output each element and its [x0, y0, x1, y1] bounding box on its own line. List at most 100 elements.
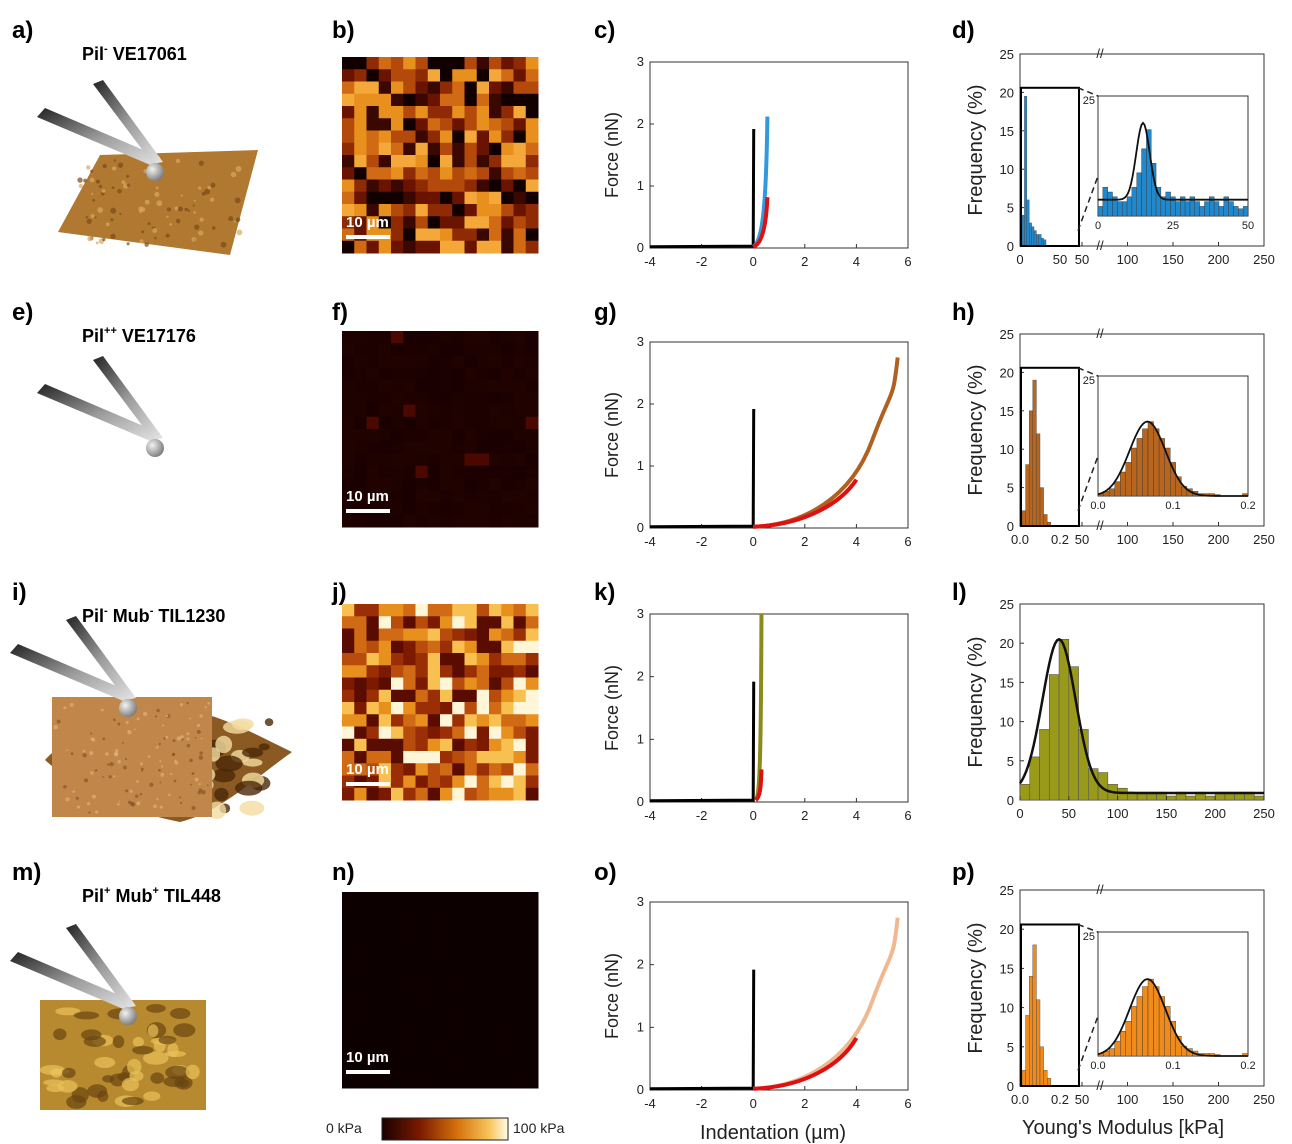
histogram-bar [1024, 96, 1028, 247]
axis-break-mark: // [1096, 518, 1104, 533]
sample-name: Pil+ Mub+ TIL448 [82, 885, 221, 906]
inset-histogram-bar [1131, 1006, 1138, 1057]
scale-bar [346, 235, 390, 239]
cantilever-arm [37, 384, 160, 443]
zoom-connector [1077, 87, 1099, 97]
y-tick-label: 15 [1000, 124, 1014, 139]
panel-label: c) [594, 17, 615, 44]
histogram-bar [1033, 230, 1037, 247]
x-tick-label: 4 [853, 534, 860, 549]
inset-histogram-bar [1175, 201, 1181, 217]
hertz-fit-curve [753, 478, 859, 529]
x-tick-label: 100 [1117, 532, 1139, 547]
panel-label: h) [952, 299, 975, 326]
sample-name-part: Pil [82, 606, 104, 626]
y-tick-label: 0 [1007, 239, 1014, 254]
inset-histogram-bar [1147, 421, 1154, 497]
x-tick-label: 6 [904, 1096, 911, 1111]
histogram-bar [1058, 638, 1070, 801]
histogram-bar [1185, 795, 1196, 801]
y-tick-label: 3 [637, 334, 644, 349]
x-tick-label: 2 [801, 808, 808, 823]
scale-bar [346, 509, 390, 513]
sample-name-part: Mub [108, 606, 150, 626]
histogram-bar [1028, 976, 1033, 1087]
probe-tip [146, 439, 164, 457]
y-tick-label: 1 [637, 458, 644, 473]
sample-name-part: Pil [82, 326, 104, 346]
axis-break-mark: // [1096, 882, 1104, 897]
scale-bar-label: 10 µm [346, 1049, 389, 1066]
inset-histogram-bar [1238, 208, 1244, 217]
y-tick-label: 2 [637, 669, 644, 684]
histogram-bar [1021, 510, 1026, 527]
cantilever-arm [66, 616, 136, 700]
colorbar-max-label: 100 kPa [513, 1120, 565, 1136]
y-tick-label: 0 [637, 520, 644, 535]
modulus-map: 10 µm [342, 57, 539, 254]
inset-histogram-bar [1242, 206, 1249, 217]
x-tick-label: 50 [1075, 252, 1089, 267]
inset-histogram-bar [1142, 428, 1149, 497]
inset-y-tick: 25 [1083, 95, 1095, 107]
inset-histogram-bar [1114, 481, 1121, 497]
x-tick-label: 200 [1208, 252, 1230, 267]
probe-tip [119, 1007, 137, 1025]
scale-bar-label: 10 µm [346, 761, 389, 778]
approach-curve [649, 128, 756, 249]
inset-histogram-bar [1120, 471, 1126, 497]
panel-label: d) [952, 17, 975, 44]
inset-x-tick: 25 [1167, 220, 1179, 232]
zoom-box [1020, 366, 1080, 527]
hertz-fit-curve [753, 1036, 859, 1091]
x-tick-label: 50 [1062, 806, 1076, 821]
x-tick-label: -4 [644, 808, 656, 823]
x-tick-label: 0.0 [1011, 1092, 1029, 1107]
cantilever-arm [93, 356, 163, 440]
x-tick-label: -2 [696, 1096, 708, 1111]
y-tick-label: 5 [1007, 481, 1014, 496]
zoom-connector [1077, 367, 1099, 377]
force-curve-plot: -4 -2 0 2 4 6 0 1 2 3 Force (nN) [602, 606, 912, 823]
indentation-axis-label: Indentation (µm) [700, 1122, 846, 1144]
sample-name-part: + [152, 885, 158, 897]
y-tick-label: 25 [1000, 47, 1014, 62]
histogram-bar [1046, 1077, 1051, 1087]
scale-bar [346, 782, 390, 786]
x-tick-label: 0.2 [1051, 532, 1069, 547]
approach-curve [649, 681, 756, 803]
cantilever-arm [66, 924, 136, 1008]
colorbar: 0 kPa 100 kPa [326, 1117, 565, 1141]
sample-name: Pil- Mub- TIL1230 [82, 605, 225, 626]
histogram-bar [1043, 1070, 1048, 1087]
x-tick-label: -4 [644, 1096, 656, 1111]
y-tick-label: 10 [1000, 715, 1014, 730]
zoom-box [1020, 923, 1080, 1087]
histogram-inset: 25 0.0 0.1 0.2 [1083, 375, 1256, 512]
histogram-bar [1166, 795, 1177, 801]
inset-histogram-bar [1107, 191, 1113, 217]
panel-label: e) [12, 299, 33, 326]
x-tick-label: 6 [904, 534, 911, 549]
inset-x-tick: 0.1 [1165, 500, 1180, 512]
histogram-bar [1048, 674, 1060, 801]
sample-name-part: - [104, 43, 108, 55]
histogram-bar [1029, 756, 1040, 801]
panel-label: i) [12, 579, 27, 606]
y-tick-label: 0 [637, 794, 644, 809]
modulus-histogram: 0 5 10 15 20 25 Frequency (%) // // 50 100 150 200 25… [965, 326, 1275, 547]
x-tick-label: 250 [1253, 806, 1275, 821]
afm-illustration [37, 80, 258, 255]
x-tick-label: 0.2 [1051, 1092, 1069, 1107]
y-tick-label: 10 [1000, 1001, 1014, 1016]
inset-gaussian-fit [1098, 121, 1248, 201]
inset-histogram-bar [1194, 201, 1200, 217]
sample-name-part: + [104, 885, 110, 897]
histogram-bar [1040, 238, 1044, 247]
panel-label: a) [12, 17, 33, 44]
axis-break-mark: // [1096, 238, 1104, 253]
y-tick-label: 1 [637, 1019, 644, 1034]
histogram-bar [1028, 410, 1033, 527]
